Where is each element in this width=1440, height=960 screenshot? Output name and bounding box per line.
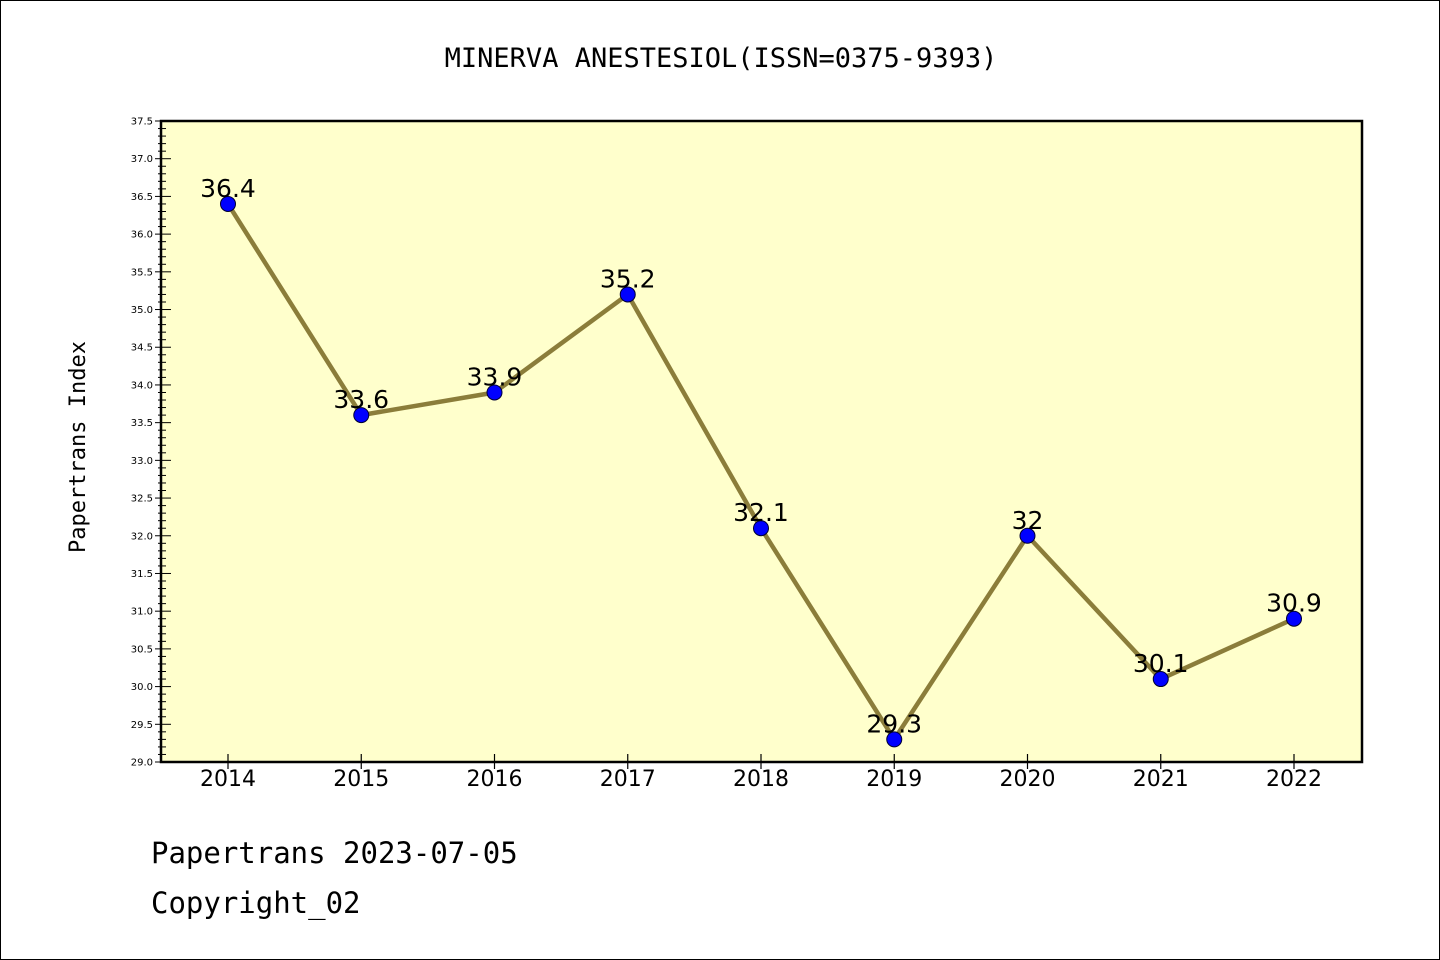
plot-area (159, 119, 1364, 764)
y-tick-label: 35.5 (131, 267, 153, 278)
x-tick-label: 2016 (467, 767, 523, 792)
data-value-label: 29.3 (866, 709, 922, 738)
y-tick-label: 30.5 (131, 644, 153, 655)
x-tick-label: 2017 (600, 767, 656, 792)
y-tick-label: 33.0 (131, 456, 153, 467)
y-tick-label: 37.5 (131, 117, 153, 128)
chart-title: MINERVA ANESTESIOL(ISSN=0375-9393) (445, 43, 998, 74)
data-point (1019, 527, 1036, 544)
y-tick-label: 34.0 (131, 380, 153, 391)
y-tick-label: 35.0 (131, 305, 153, 316)
footer-date-text: Papertrans 2023-07-05 (151, 836, 518, 870)
y-tick-label: 29.5 (131, 720, 153, 731)
y-tick-label: 32.5 (131, 494, 153, 505)
data-point (753, 520, 769, 537)
x-tick-label: 2020 (1000, 767, 1056, 792)
x-tick-label: 2021 (1133, 767, 1189, 792)
series-line: 36.4 33.6 33.9 35.2 32.1 29.3 32 30.1 30.9 (200, 174, 1322, 748)
data-value-label: 35.2 (600, 264, 656, 293)
data-point (886, 731, 903, 748)
footer-copyright-text: Copyright_02 (151, 886, 361, 920)
y-tick-label: 30.0 (131, 682, 153, 693)
y-tick-label: 37.0 (131, 154, 153, 165)
x-tick-label: 2014 (200, 767, 256, 792)
data-value-label: 30.1 (1133, 649, 1189, 678)
y-axis: 29.0 29.5 30.0 30.5 31.0 31.5 32.0 32.5 33.0 33.5… (131, 117, 171, 769)
y-tick-label: 29.0 (131, 758, 153, 769)
x-tick-label: 2019 (866, 767, 922, 792)
data-value-label: 33.6 (333, 385, 389, 414)
y-tick-label: 34.5 (131, 343, 153, 354)
y-tick-label: 31.0 (131, 607, 153, 618)
data-value-label: 30.9 (1266, 589, 1322, 618)
y-tick-label: 32.0 (131, 531, 153, 542)
data-point (353, 407, 370, 424)
y-tick-label: 36.0 (131, 230, 153, 241)
data-value-label: 32.1 (733, 498, 789, 527)
data-point (1152, 671, 1169, 688)
x-tick-label: 2015 (333, 767, 389, 792)
data-point (220, 195, 236, 212)
y-tick-label: 31.5 (131, 569, 153, 580)
y-tick-label: 33.5 (131, 418, 153, 429)
data-point (486, 384, 503, 401)
data-point (1286, 610, 1302, 627)
data-value-label: 36.4 (200, 174, 256, 203)
x-tick-label: 2018 (733, 767, 789, 792)
data-point (619, 286, 636, 303)
y-axis-label: Papertrans Index (66, 341, 91, 553)
data-value-label: 33.9 (467, 362, 523, 391)
data-value-label: 32 (1012, 506, 1044, 535)
x-tick-label: 2022 (1266, 767, 1322, 792)
x-axis: 2014 2015 2016 2017 2018 2019 2020 2021 2022 (200, 754, 1322, 792)
y-tick-label: 36.5 (131, 192, 153, 203)
